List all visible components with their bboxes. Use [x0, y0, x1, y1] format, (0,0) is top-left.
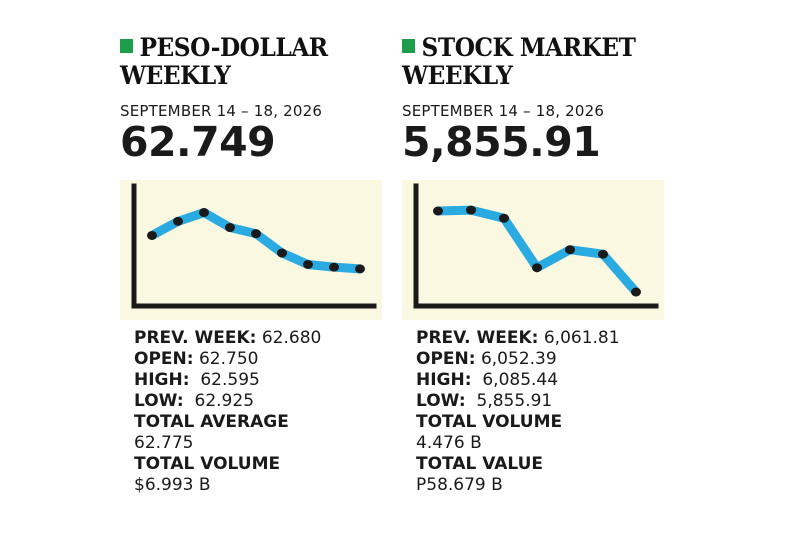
data-point: [147, 230, 157, 240]
peso-stat-value: 62.595: [189, 370, 260, 390]
stock-stat-row: 4.476 B: [416, 433, 676, 454]
stock-stat-row: HIGH: 6,085.44: [416, 370, 676, 391]
stock-stat-row: P58.679 B: [416, 475, 676, 496]
peso-title-line1: PESO-DOLLAR: [139, 33, 329, 62]
data-point: [303, 259, 313, 269]
data-point: [225, 223, 235, 233]
stock-stats: PREV. WEEK: 6,061.81 OPEN: 6,052.39 HIGH: …: [416, 328, 676, 496]
peso-stat-value: 62.775: [134, 433, 194, 453]
stock-chart: [402, 180, 664, 320]
peso-stat-value: 62.750: [193, 349, 259, 369]
data-point: [355, 264, 365, 274]
peso-stat-label: LOW:: [134, 391, 184, 411]
data-point: [532, 263, 542, 273]
peso-stat-label: OPEN:: [134, 349, 194, 369]
stock-stat-value: 6,085.44: [471, 370, 559, 390]
chart-background: [402, 180, 664, 320]
green-square-icon: [402, 39, 416, 53]
peso-title-line2: WEEKLY: [120, 61, 231, 90]
chart-axes: [131, 183, 377, 309]
peso-stat-row: TOTAL VOLUME: [134, 454, 394, 475]
peso-stats: PREV. WEEK: 62.680 OPEN: 62.750 HIGH: 62.5…: [134, 328, 394, 496]
stock-title-line2: WEEKLY: [402, 61, 513, 90]
peso-stat-row: PREV. WEEK: 62.680: [134, 328, 394, 349]
stock-stat-value: 6,052.39: [475, 349, 557, 369]
stock-stat-label: LOW:: [416, 391, 466, 411]
peso-chart: [120, 180, 382, 320]
line-chart: [120, 180, 382, 320]
data-point: [329, 262, 339, 272]
stock-title-line1: STOCK MARKET: [421, 33, 636, 62]
stock-stat-value: P58.679 B: [416, 475, 503, 495]
stock-stat-value: 4.476 B: [416, 433, 482, 453]
stock-stat-row: OPEN: 6,052.39: [416, 349, 676, 370]
data-point: [251, 229, 261, 239]
stock-stat-label: OPEN:: [416, 349, 476, 369]
stock-stat-row: PREV. WEEK: 6,061.81: [416, 328, 676, 349]
stock-big-value: 5,855.91: [402, 118, 601, 166]
peso-stat-value: 62.680: [256, 328, 322, 348]
stock-stat-row: TOTAL VOLUME: [416, 412, 676, 433]
peso-stat-row: LOW: 62.925: [134, 391, 394, 412]
green-square-icon: [120, 39, 134, 53]
peso-stat-row: $6.993 B: [134, 475, 394, 496]
peso-big-value: 62.749: [120, 118, 276, 166]
data-point: [598, 249, 608, 259]
data-point: [199, 208, 209, 218]
line-chart: [402, 180, 664, 320]
peso-dollar-panel: PESO-DOLLAR WEEKLY SEPTEMBER 14 – 18, 20…: [120, 34, 390, 495]
stock-market-panel: STOCK MARKET WEEKLY SEPTEMBER 14 – 18, 2…: [402, 34, 672, 495]
data-point: [277, 248, 287, 258]
stock-date: SEPTEMBER 14 – 18, 2026: [402, 102, 605, 120]
stock-stat-row: LOW: 5,855.91: [416, 391, 676, 412]
stock-stat-label: TOTAL VALUE: [416, 454, 544, 474]
peso-stat-value: $6.993 B: [134, 475, 211, 495]
data-point: [499, 213, 509, 223]
peso-stat-row: OPEN: 62.750: [134, 349, 394, 370]
stock-stat-value: 6,061.81: [538, 328, 620, 348]
stock-stat-label: TOTAL VOLUME: [416, 412, 563, 432]
peso-stat-row: 62.775: [134, 433, 394, 454]
data-point: [466, 205, 476, 215]
stock-stat-value: 5,855.91: [465, 391, 553, 411]
peso-date: SEPTEMBER 14 – 18, 2026: [120, 102, 323, 120]
peso-stat-label: PREV. WEEK:: [134, 328, 257, 348]
peso-stat-row: TOTAL AVERAGE: [134, 412, 394, 433]
data-point: [565, 245, 575, 255]
stock-stat-label: PREV. WEEK:: [416, 328, 539, 348]
peso-stat-label: TOTAL AVERAGE: [134, 412, 289, 432]
data-point: [631, 287, 641, 297]
data-point: [173, 216, 183, 226]
stock-title: STOCK MARKET WEEKLY: [402, 34, 653, 90]
data-point: [433, 206, 443, 216]
peso-stat-label: HIGH:: [134, 370, 190, 390]
stock-stat-label: HIGH:: [416, 370, 472, 390]
peso-stat-row: HIGH: 62.595: [134, 370, 394, 391]
peso-stat-label: TOTAL VOLUME: [134, 454, 281, 474]
peso-stat-value: 62.925: [183, 391, 255, 411]
chart-background: [120, 180, 382, 320]
chart-axes: [413, 183, 659, 309]
stock-stat-row: TOTAL VALUE: [416, 454, 676, 475]
peso-title: PESO-DOLLAR WEEKLY: [120, 34, 371, 90]
